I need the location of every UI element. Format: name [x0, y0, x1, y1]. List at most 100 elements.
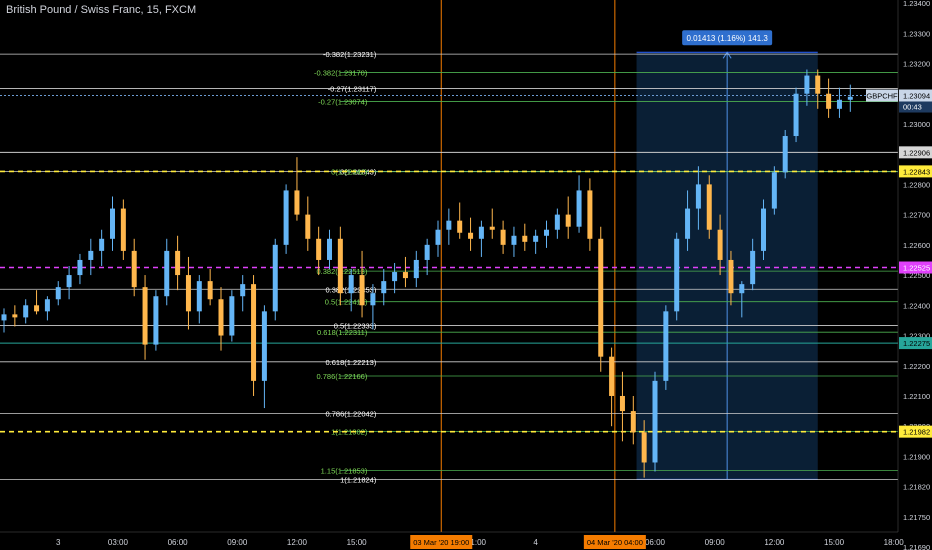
y-tick-label: 1.22300 — [903, 332, 930, 341]
fib-green-label: 1.15(1.21853) — [321, 467, 368, 476]
price-tag — [899, 146, 932, 159]
candle-body — [717, 229, 723, 260]
fib-label: 0.5(1.22333) — [334, 322, 377, 331]
candle-body — [402, 272, 408, 279]
candle-body — [489, 226, 495, 230]
candle-body — [598, 238, 604, 357]
time-marker-label: 04 Mar '20 04:00 — [587, 538, 643, 547]
candle-body — [413, 259, 419, 279]
symbol-label: GBPCHF — [866, 92, 898, 101]
x-tick-label: 03:00 — [108, 538, 129, 547]
measure-label: 0.01413 (1.16%) 141.3 — [686, 34, 768, 43]
candle-body — [55, 287, 61, 300]
candle-body — [175, 250, 181, 276]
y-tick-label: 1.22600 — [903, 241, 930, 250]
candle-body — [153, 296, 159, 345]
candle-body — [196, 281, 202, 312]
candle-body — [457, 220, 463, 233]
candle-body — [554, 214, 560, 230]
candle-body — [815, 75, 821, 94]
candle-body — [652, 380, 658, 463]
candle-body — [370, 293, 376, 306]
candle-body — [511, 235, 517, 245]
candle-body — [44, 299, 50, 312]
candle-body — [468, 232, 474, 239]
candle-body — [218, 299, 224, 336]
fib-label: 1(1.21824) — [340, 475, 377, 484]
candle-body — [533, 235, 539, 242]
candle-body — [739, 284, 745, 294]
candle-body — [185, 275, 191, 312]
candle-body — [251, 284, 257, 381]
fib-label: 0.618(1.22213) — [325, 358, 376, 367]
candle-body — [283, 190, 289, 245]
candle-body — [826, 93, 832, 109]
price-tag-label: 1.21982 — [903, 428, 930, 437]
price-tag — [899, 89, 932, 102]
fib-green-label: 0.618(1.22311) — [317, 328, 368, 337]
candle-body — [327, 238, 332, 260]
y-tick-label: 1.21750 — [903, 513, 930, 522]
price-tag-label: 1.22843 — [903, 167, 930, 176]
candle-body — [272, 244, 278, 312]
measure-arrow-head — [722, 51, 732, 59]
x-tick-label: 15:00 — [347, 538, 368, 547]
y-tick-label: 1.22700 — [903, 211, 930, 220]
y-tick-label: 1.22100 — [903, 392, 930, 401]
price-tag — [899, 425, 932, 438]
candle-body — [446, 220, 452, 230]
fib-label: -0.382(1.23231) — [323, 50, 377, 59]
candle-body — [641, 432, 647, 463]
candle-body — [630, 411, 636, 433]
symbol-tag — [866, 89, 898, 102]
candle-body — [619, 395, 625, 412]
candle-body — [305, 214, 311, 239]
countdown-label: 00:43 — [903, 103, 922, 112]
candle-body — [847, 96, 853, 100]
time-marker-tag — [583, 535, 646, 549]
x-tick-label: 12:00 — [287, 538, 308, 547]
y-tick-label: 1.21690 — [903, 543, 930, 550]
fib-green-label: 0.786(1.22166) — [316, 372, 367, 381]
price-tag-label: 1.22525 — [903, 264, 930, 273]
candle-body — [77, 259, 83, 276]
x-tick-label: 09:00 — [227, 538, 248, 547]
x-tick-label: 06:00 — [645, 538, 666, 547]
candle-body — [359, 275, 365, 306]
candle-body — [88, 250, 94, 260]
fib-green-label: 0(1.22842) — [331, 168, 368, 177]
y-tick-label: 1.23300 — [903, 29, 930, 38]
candle-body — [435, 229, 441, 245]
candle-body — [576, 190, 582, 227]
price-tag — [899, 165, 932, 178]
candle-body — [782, 136, 788, 173]
fib-green-label: 1(1.21982) — [331, 428, 368, 437]
y-tick-label: 1.21900 — [903, 452, 930, 461]
fib-green-label: 0.5(1.22412) — [325, 298, 368, 307]
fib-green-label: -0.382(1.23170) — [314, 69, 368, 78]
candle-body — [706, 184, 712, 230]
fib-label: -0.27(1.23117) — [328, 85, 377, 94]
candle-body — [544, 229, 549, 236]
candle-body — [793, 93, 799, 137]
candle-body — [804, 75, 810, 94]
candle-body — [34, 305, 40, 312]
candle-body — [761, 208, 766, 251]
candle-body — [240, 284, 246, 297]
fib-label: 0.786(1.22042) — [325, 410, 376, 419]
candle-body — [609, 356, 615, 396]
countdown-tag — [899, 101, 932, 113]
y-tick-label: 1.21820 — [903, 483, 930, 492]
y-tick-label: 1.22800 — [903, 180, 930, 189]
candle-body — [522, 235, 528, 242]
candle-body — [424, 244, 430, 260]
candle-body — [695, 184, 701, 209]
candle-body — [674, 238, 680, 312]
candle-body — [99, 238, 105, 251]
x-tick-label: 21:00 — [466, 538, 487, 547]
measure-label-box — [682, 30, 773, 46]
candle-body — [229, 296, 235, 336]
candle-body — [381, 281, 387, 294]
candle-body — [587, 190, 593, 239]
